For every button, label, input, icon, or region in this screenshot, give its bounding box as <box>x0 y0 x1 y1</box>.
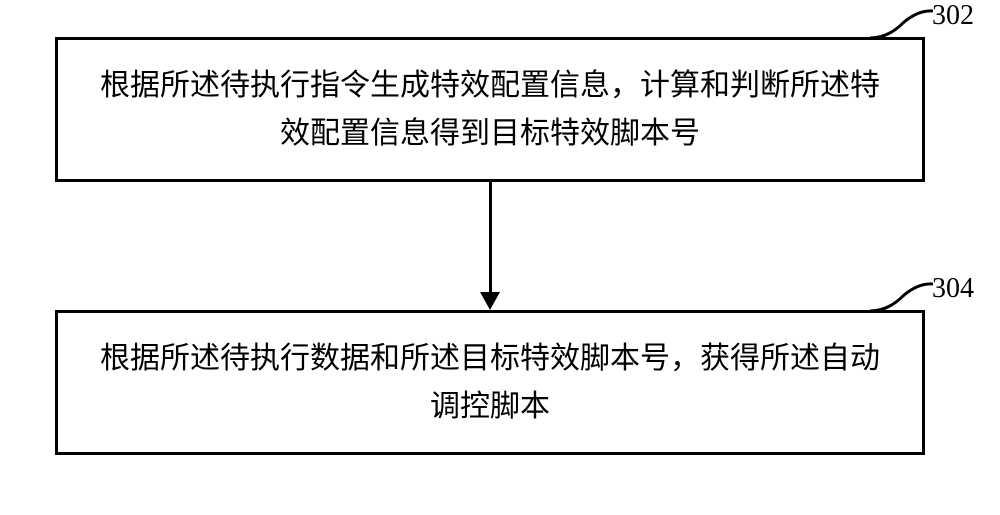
flowchart-container: 根据所述待执行指令生成特效配置信息，计算和判断所述特效配置信息得到目标特效脚本号… <box>0 0 1000 515</box>
step2-label-curve <box>868 281 938 316</box>
step2-text: 根据所述待执行数据和所述目标特效脚本号，获得所述自动调控脚本 <box>88 335 892 431</box>
step2-label: 304 <box>932 273 974 305</box>
flowchart-box-step1: 根据所述待执行指令生成特效配置信息，计算和判断所述特效配置信息得到目标特效脚本号 <box>55 37 925 182</box>
flowchart-arrow-head <box>480 292 500 310</box>
step1-label-curve <box>868 8 938 43</box>
flowchart-arrow-line <box>489 182 492 292</box>
step1-text: 根据所述待执行指令生成特效配置信息，计算和判断所述特效配置信息得到目标特效脚本号 <box>88 62 892 158</box>
step1-label: 302 <box>932 0 974 32</box>
flowchart-box-step2: 根据所述待执行数据和所述目标特效脚本号，获得所述自动调控脚本 <box>55 310 925 455</box>
